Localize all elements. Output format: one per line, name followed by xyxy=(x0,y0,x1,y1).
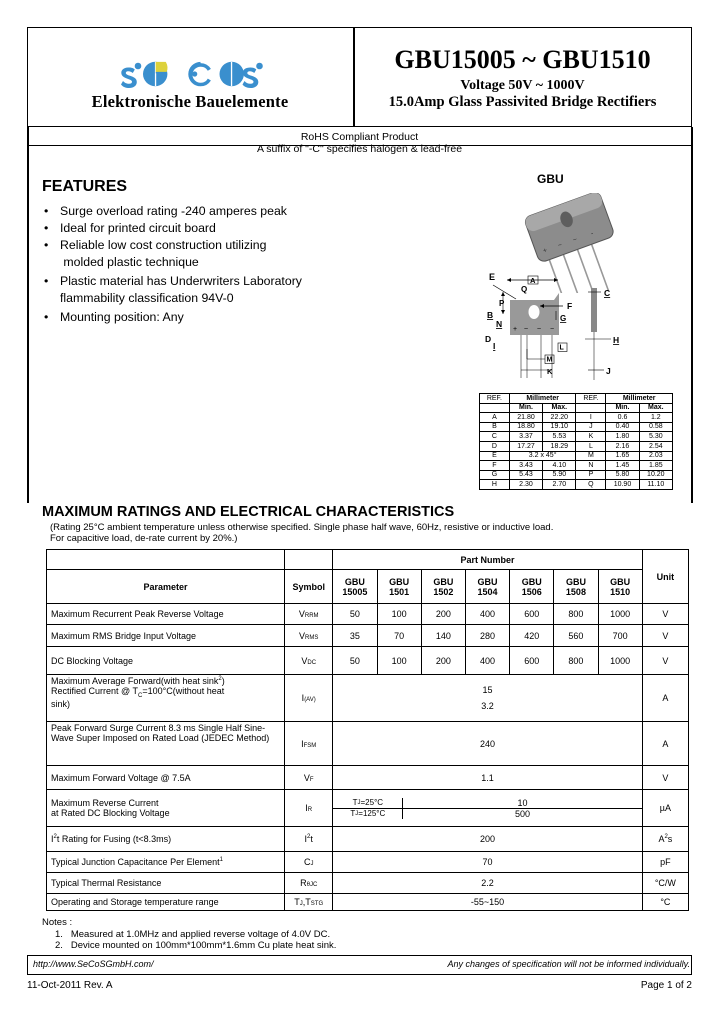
svg-text:B: B xyxy=(487,310,493,320)
svg-text:J: J xyxy=(606,366,611,376)
svg-text:Q: Q xyxy=(521,285,527,294)
svg-text:+: + xyxy=(513,326,517,333)
svg-text:E: E xyxy=(489,272,495,282)
svg-text:G: G xyxy=(560,314,566,323)
svg-text:K: K xyxy=(547,367,553,376)
svg-text:P: P xyxy=(499,299,505,308)
svg-text:A: A xyxy=(530,276,536,285)
svg-text:~: ~ xyxy=(524,326,528,333)
svg-text:M: M xyxy=(547,357,553,364)
svg-text:−: − xyxy=(550,326,554,333)
svg-text:H: H xyxy=(613,335,619,345)
svg-text:~: ~ xyxy=(537,326,541,333)
svg-text:L: L xyxy=(560,345,565,352)
svg-text:I: I xyxy=(493,341,495,351)
svg-text:D: D xyxy=(485,334,491,344)
svg-text:C: C xyxy=(604,288,610,298)
svg-text:F: F xyxy=(567,301,572,311)
svg-text:N: N xyxy=(496,319,502,329)
